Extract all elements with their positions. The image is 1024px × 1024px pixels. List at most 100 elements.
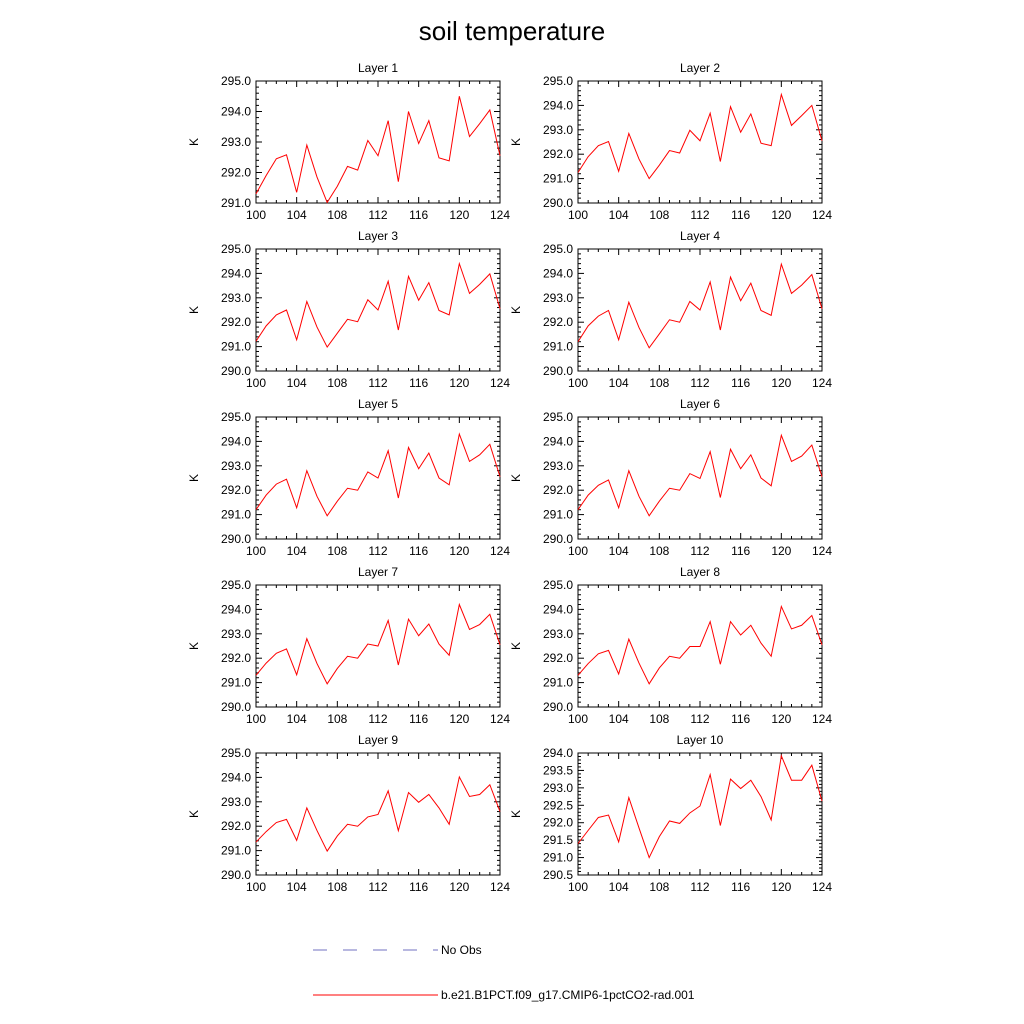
- panel-title: Layer 8: [680, 565, 720, 579]
- y-tick-label: 290.0: [221, 364, 251, 378]
- legend-no-obs-label: No Obs: [441, 943, 482, 957]
- x-tick-label: 104: [287, 544, 307, 558]
- y-tick-label: 294.0: [543, 266, 573, 280]
- y-tick-label: 292.0: [221, 166, 251, 180]
- y-tick-label: 294.0: [221, 105, 251, 119]
- y-tick-label: 292.0: [543, 147, 573, 161]
- y-tick-label: 293.0: [221, 459, 251, 473]
- y-tick-label: 294.0: [221, 602, 251, 616]
- y-tick-label: 293.0: [543, 291, 573, 305]
- series-line-1: [577, 92, 823, 180]
- x-tick-label: 108: [327, 712, 347, 726]
- x-tick-label: 108: [327, 376, 347, 390]
- y-tick-label: 291.0: [543, 508, 573, 522]
- y-axis-label: K: [509, 642, 523, 650]
- panel-title: Layer 1: [358, 61, 398, 75]
- panel-layer-6: Layer 6 100 104 108 112 116 120 124 290.0 291.0 29…: [509, 397, 832, 558]
- x-tick-label: 100: [568, 880, 588, 894]
- y-tick-label: 295.0: [543, 410, 573, 424]
- x-tick-label: 124: [812, 376, 832, 390]
- x-tick-label: 104: [287, 880, 307, 894]
- x-tick-label: 108: [649, 208, 669, 222]
- x-tick-label: 116: [409, 712, 428, 726]
- y-tick-label: 290.5: [543, 868, 573, 882]
- x-tick-label: 100: [246, 544, 266, 558]
- x-tick-label: 104: [609, 544, 629, 558]
- y-tick-label: 290.0: [221, 700, 251, 714]
- x-tick-label: 104: [287, 208, 307, 222]
- plot-frame: [255, 80, 501, 204]
- x-tick-label: 100: [246, 880, 266, 894]
- y-tick-label: 290.0: [221, 868, 251, 882]
- x-tick-label: 124: [490, 880, 510, 894]
- y-tick-label: 290.0: [543, 364, 573, 378]
- x-tick-label: 120: [449, 712, 469, 726]
- y-tick-label: 294.0: [543, 746, 573, 760]
- x-tick-label: 120: [449, 208, 469, 222]
- y-tick-label: 292.5: [543, 798, 573, 812]
- panel-title: Layer 6: [680, 397, 720, 411]
- y-tick-label: 290.0: [543, 196, 573, 210]
- x-tick-label: 124: [490, 544, 510, 558]
- y-tick-label: 295.0: [221, 74, 251, 88]
- y-tick-label: 293.0: [543, 459, 573, 473]
- x-tick-label: 100: [246, 712, 266, 726]
- panel-title: Layer 7: [358, 565, 398, 579]
- x-tick-label: 120: [771, 208, 791, 222]
- y-tick-label: 293.0: [543, 627, 573, 641]
- y-tick-label: 291.0: [221, 508, 251, 522]
- x-tick-label: 120: [771, 544, 791, 558]
- x-tick-label: 112: [368, 544, 387, 558]
- legend: No Obs b.e21.B1PCT.f09_g17.CMIP6-1pctCO2…: [313, 943, 695, 1002]
- y-tick-label: 294.0: [221, 266, 251, 280]
- legend-model-run-label: b.e21.B1PCT.f09_g17.CMIP6-1pctCO2-rad.00…: [441, 988, 695, 1002]
- x-tick-label: 116: [409, 376, 428, 390]
- panel-layer-3: Layer 3 100 104 108 112 116 120 124 290.0 291.0 29…: [187, 229, 510, 390]
- y-tick-label: 293.0: [221, 627, 251, 641]
- x-tick-label: 116: [731, 880, 750, 894]
- x-tick-label: 124: [490, 376, 510, 390]
- panel-grid: Layer 1 100 104 108 112 116 120 124 291.0 292.0 29…: [187, 61, 832, 894]
- x-tick-label: 100: [568, 544, 588, 558]
- y-tick-label: 294.0: [221, 770, 251, 784]
- x-tick-label: 124: [490, 712, 510, 726]
- x-tick-label: 108: [649, 376, 669, 390]
- y-tick-label: 291.0: [221, 196, 251, 210]
- x-tick-label: 116: [731, 376, 750, 390]
- y-tick-label: 290.0: [543, 700, 573, 714]
- y-tick-label: 292.0: [543, 483, 573, 497]
- panel-title: Layer 2: [680, 61, 720, 75]
- x-tick-label: 104: [609, 712, 629, 726]
- y-tick-label: 290.0: [543, 532, 573, 546]
- y-axis-label: K: [187, 474, 201, 482]
- x-tick-label: 104: [609, 880, 629, 894]
- x-tick-label: 116: [731, 208, 750, 222]
- x-tick-label: 100: [246, 376, 266, 390]
- x-tick-label: 100: [568, 376, 588, 390]
- y-tick-label: 294.0: [543, 98, 573, 112]
- panel-layer-4: Layer 4 100 104 108 112 116 120 124 290.0 291.0 29…: [509, 229, 832, 390]
- x-tick-label: 104: [609, 376, 629, 390]
- x-tick-label: 112: [368, 208, 387, 222]
- y-tick-label: 292.0: [543, 816, 573, 830]
- plot-frame: [577, 80, 823, 204]
- x-tick-label: 108: [649, 544, 669, 558]
- y-tick-label: 291.0: [221, 844, 251, 858]
- y-tick-label: 292.0: [221, 315, 251, 329]
- x-tick-label: 120: [771, 376, 791, 390]
- x-tick-label: 120: [771, 712, 791, 726]
- plot-frame: [577, 752, 823, 876]
- y-axis-label: K: [509, 810, 523, 818]
- y-tick-label: 293.0: [221, 795, 251, 809]
- x-tick-label: 116: [409, 208, 428, 222]
- x-tick-label: 112: [690, 208, 709, 222]
- x-tick-label: 100: [568, 208, 588, 222]
- series-line-1: [255, 775, 501, 853]
- x-tick-label: 108: [327, 880, 347, 894]
- x-tick-label: 108: [327, 208, 347, 222]
- x-tick-label: 100: [568, 712, 588, 726]
- y-tick-label: 295.0: [221, 242, 251, 256]
- x-tick-label: 104: [287, 712, 307, 726]
- y-tick-label: 294.0: [543, 602, 573, 616]
- y-tick-label: 291.0: [543, 676, 573, 690]
